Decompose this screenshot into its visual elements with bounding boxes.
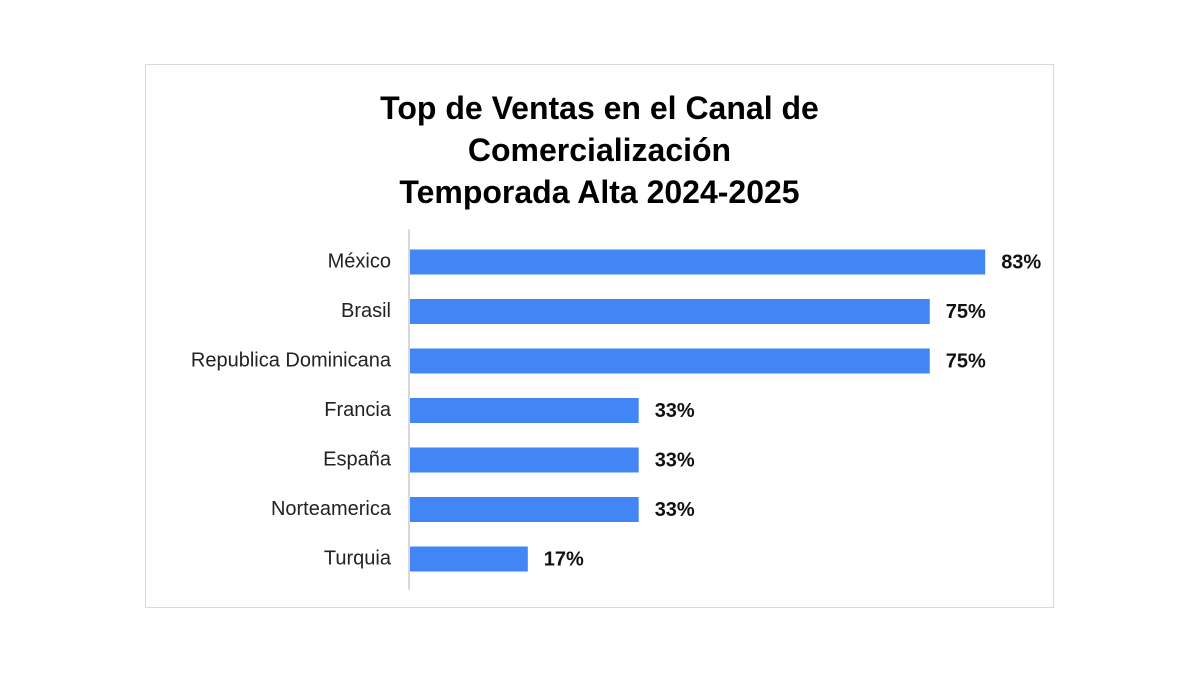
bar-3 [410, 398, 639, 423]
value-label-4: 33% [655, 449, 695, 471]
chart-title-line-1: Top de Ventas en el Canal de [380, 90, 819, 126]
chart-frame: Top de Ventas en el Canal de Comercializ… [145, 64, 1054, 608]
category-label-3: Francia [324, 399, 392, 421]
bar-1 [410, 299, 930, 324]
category-label-2: Republica Dominicana [191, 349, 392, 371]
category-label-1: Brasil [341, 300, 391, 322]
bar-5 [410, 497, 639, 522]
bar-6 [410, 546, 528, 572]
bar-chart-plot: México 83% Brasil 75% Republica Dominicana 75… [191, 229, 1041, 590]
value-label-6: 17% [544, 548, 584, 570]
bar-0 [410, 249, 986, 275]
chart-title-line-2: Comercialización [467, 132, 732, 168]
value-label-3: 33% [655, 400, 695, 422]
bar-2 [410, 348, 930, 374]
value-label-2: 75% [946, 350, 986, 372]
chart-title: Top de Ventas en el Canal de Comercializ… [146, 87, 1053, 213]
chart-title-line-3: Temporada Alta 2024-2025 [399, 174, 800, 210]
value-label-0: 83% [1001, 251, 1041, 273]
value-label-1: 75% [946, 301, 986, 323]
category-label-4: España [323, 448, 392, 470]
bar-4 [410, 447, 639, 473]
category-label-6: Turquia [324, 547, 392, 569]
value-label-5: 33% [655, 499, 695, 521]
category-label-0: México [328, 250, 391, 272]
category-label-5: Norteamerica [271, 498, 392, 520]
